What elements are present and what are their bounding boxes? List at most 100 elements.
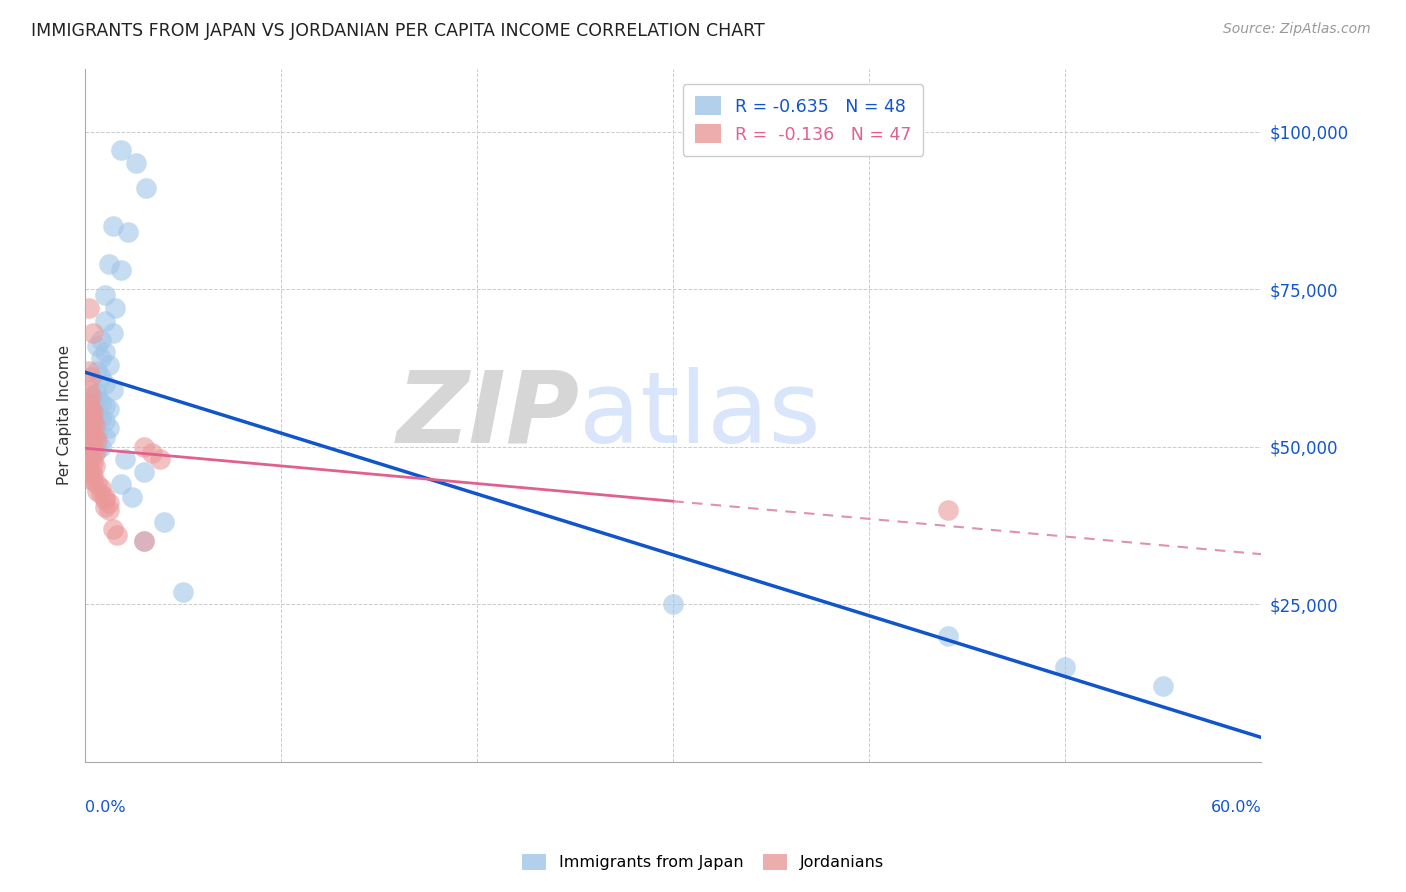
Point: [82, 442, 104, 457]
Point: [86, 364, 108, 378]
Point: [149, 452, 172, 467]
Point: [86, 427, 108, 442]
Point: [84, 458, 107, 473]
Point: [97, 401, 120, 416]
Point: [86, 386, 108, 401]
Point: [101, 219, 124, 233]
Point: [97, 358, 120, 372]
Point: [82, 417, 104, 432]
Point: [90, 411, 112, 425]
Point: [110, 144, 132, 158]
Text: Source: ZipAtlas.com: Source: ZipAtlas.com: [1223, 22, 1371, 37]
Point: [90, 370, 112, 384]
Point: [79, 461, 101, 475]
Point: [80, 411, 103, 425]
Point: [86, 434, 108, 448]
Point: [125, 156, 148, 170]
Point: [90, 351, 112, 366]
Point: [80, 370, 103, 384]
Text: atlas: atlas: [579, 367, 821, 464]
Point: [79, 449, 101, 463]
Point: [79, 301, 101, 315]
Point: [79, 364, 101, 378]
Point: [97, 421, 120, 435]
Point: [141, 446, 163, 460]
Point: [94, 345, 117, 359]
Point: [82, 455, 104, 469]
Text: 60.0%: 60.0%: [1211, 800, 1261, 815]
Point: [84, 430, 107, 444]
Point: [82, 389, 104, 403]
Point: [110, 477, 132, 491]
Point: [114, 452, 136, 467]
Point: [86, 408, 108, 422]
Point: [86, 339, 108, 353]
Point: [94, 500, 117, 514]
Point: [94, 313, 117, 327]
Point: [1054, 660, 1077, 674]
Point: [86, 442, 108, 457]
Point: [94, 493, 117, 508]
Point: [86, 477, 108, 491]
Point: [104, 301, 127, 315]
Point: [90, 481, 112, 495]
Point: [94, 430, 117, 444]
Point: [101, 522, 124, 536]
Y-axis label: Per Capita Income: Per Capita Income: [58, 345, 72, 485]
Point: [97, 496, 120, 510]
Point: [80, 389, 103, 403]
Point: [134, 534, 156, 549]
Point: [82, 468, 104, 483]
Point: [79, 436, 101, 450]
Legend: Immigrants from Japan, Jordanians: Immigrants from Japan, Jordanians: [516, 847, 890, 877]
Point: [80, 465, 103, 479]
Point: [86, 392, 108, 407]
Point: [90, 487, 112, 501]
Point: [79, 408, 101, 422]
Point: [82, 427, 104, 442]
Point: [94, 414, 117, 428]
Point: [134, 534, 156, 549]
Point: [82, 436, 104, 450]
Point: [90, 440, 112, 454]
Point: [101, 326, 124, 341]
Point: [105, 528, 128, 542]
Point: [90, 333, 112, 347]
Text: ZIP: ZIP: [396, 367, 579, 464]
Text: 0.0%: 0.0%: [86, 800, 127, 815]
Point: [94, 399, 117, 413]
Point: [79, 421, 101, 435]
Point: [84, 446, 107, 460]
Point: [134, 465, 156, 479]
Point: [94, 288, 117, 302]
Point: [110, 263, 132, 277]
Point: [117, 226, 139, 240]
Point: [80, 424, 103, 438]
Point: [79, 471, 101, 485]
Point: [80, 452, 103, 467]
Point: [80, 440, 103, 454]
Text: IMMIGRANTS FROM JAPAN VS JORDANIAN PER CAPITA INCOME CORRELATION CHART: IMMIGRANTS FROM JAPAN VS JORDANIAN PER C…: [31, 22, 765, 40]
Point: [152, 516, 174, 530]
Point: [97, 502, 120, 516]
Point: [82, 405, 104, 419]
Point: [79, 383, 101, 397]
Point: [80, 401, 103, 416]
Point: [82, 414, 104, 428]
Point: [135, 181, 157, 195]
Legend: R = -0.635   N = 48, R =  -0.136   N = 47: R = -0.635 N = 48, R = -0.136 N = 47: [683, 84, 924, 156]
Point: [82, 475, 104, 489]
Point: [134, 440, 156, 454]
Point: [121, 490, 143, 504]
Point: [1152, 679, 1174, 693]
Point: [936, 502, 959, 516]
Point: [90, 395, 112, 409]
Point: [82, 405, 104, 419]
Point: [936, 629, 959, 643]
Point: [86, 483, 108, 498]
Point: [94, 490, 117, 504]
Point: [172, 584, 194, 599]
Point: [82, 326, 104, 341]
Point: [662, 597, 685, 611]
Point: [79, 395, 101, 409]
